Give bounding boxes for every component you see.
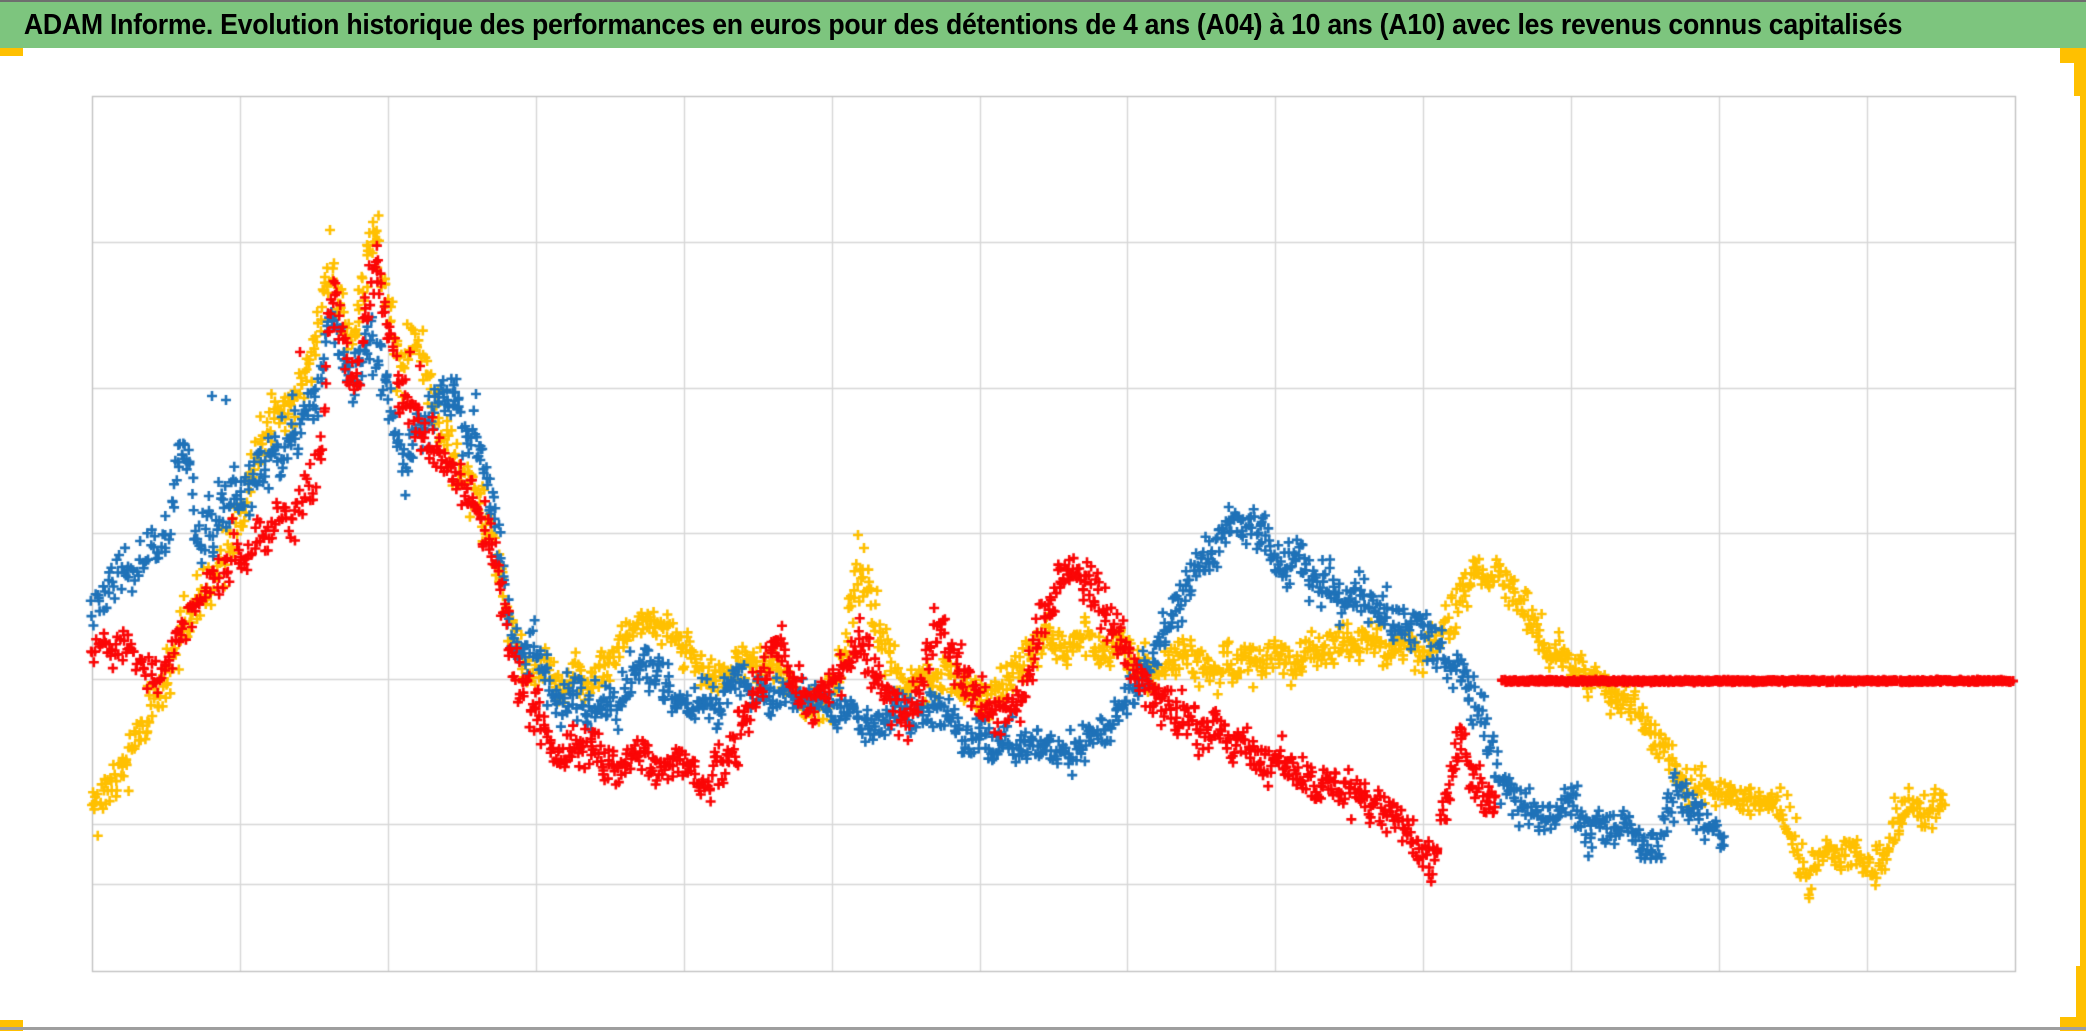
accent-corner-bottom-right-v	[2076, 966, 2086, 1031]
accent-tab-top-left	[0, 48, 23, 56]
accent-tab-bottom-left	[0, 1020, 23, 1031]
accent-right-strip	[2080, 48, 2086, 1031]
bottom-border-line	[0, 1027, 2086, 1030]
accent-corner-top-right-v	[2074, 48, 2086, 96]
